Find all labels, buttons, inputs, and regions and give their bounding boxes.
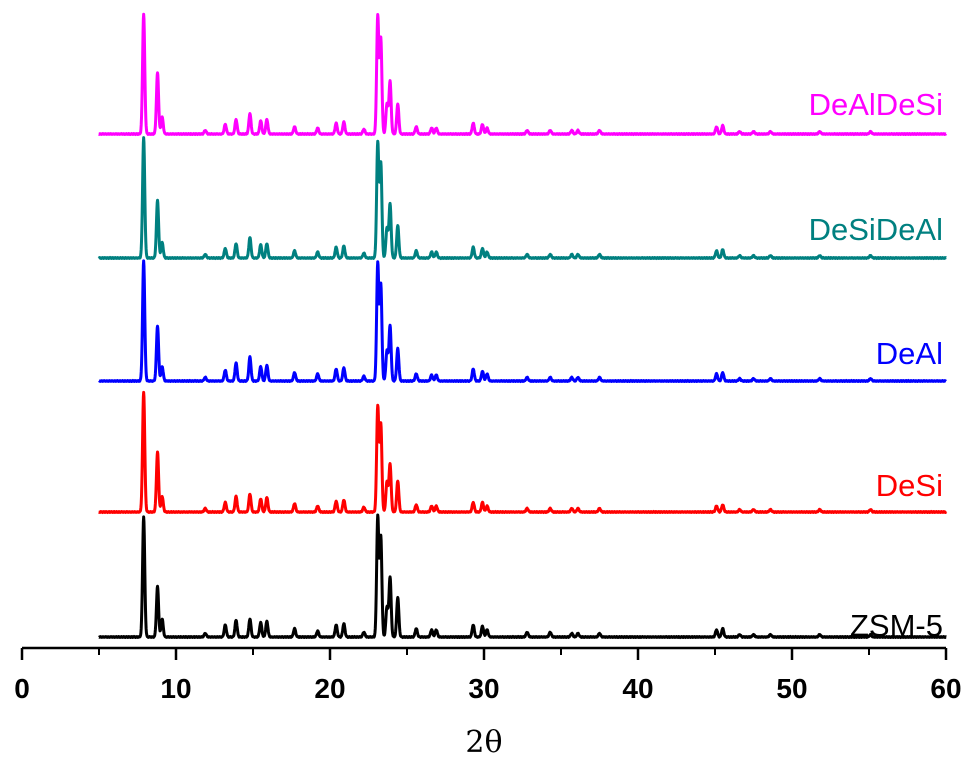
x-axis: 0 10 20 30 40 50 60 (14, 646, 962, 704)
series-label-desideal: DeSiDeAl (809, 212, 943, 247)
series-line-deal (97, 259, 948, 383)
x-tick-label: 60 (930, 673, 961, 704)
x-tick-label: 50 (776, 673, 807, 704)
x-tick-label: 0 (14, 673, 30, 704)
series-line-zsm-5 (97, 513, 948, 639)
series-line-desideal (97, 136, 948, 260)
x-tick-label: 10 (160, 673, 191, 704)
x-tick-label: 20 (314, 673, 345, 704)
series-label-zsm-5: ZSM-5 (850, 608, 943, 643)
series-label-desi: DeSi (876, 468, 943, 503)
x-axis-title: 2θ (465, 725, 502, 760)
series-line-dealdesi (97, 12, 948, 136)
series-line-desi (97, 390, 948, 514)
x-tick-label: 40 (622, 673, 653, 704)
series-label-dealdesi: DeAlDeSi (809, 87, 943, 122)
traces-group (97, 12, 948, 639)
x-tick-label: 30 (468, 673, 499, 704)
series-label-deal: DeAl (876, 336, 943, 371)
